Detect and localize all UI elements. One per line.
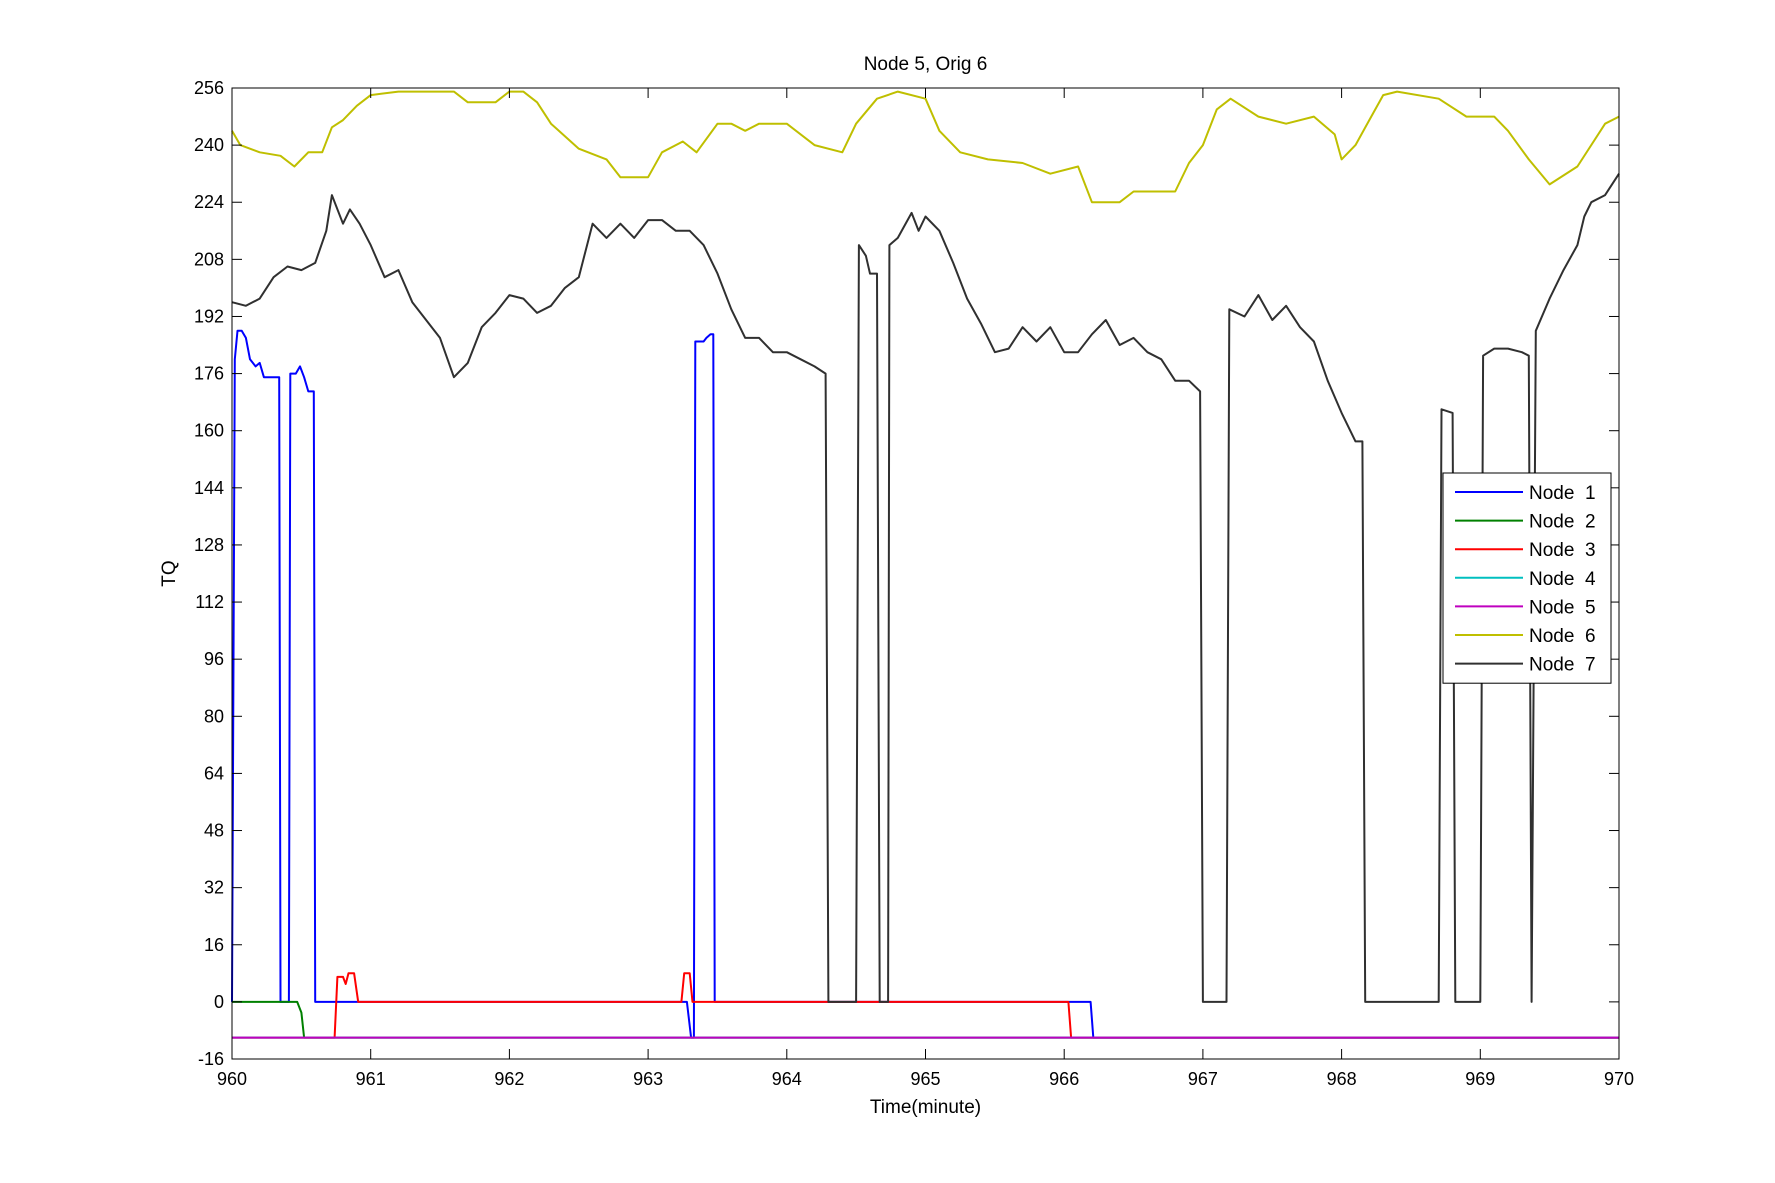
y-tick-label: 128 [194, 535, 224, 555]
x-tick-label: 969 [1465, 1069, 1495, 1089]
x-axis-label: Time(minute) [870, 1097, 981, 1118]
y-tick-label: 0 [214, 992, 224, 1012]
legend-label: Node 6 [1529, 626, 1596, 647]
y-tick-label: 112 [195, 592, 224, 612]
series-line-node-1 [231, 329, 1619, 1039]
x-tick-label: 962 [494, 1069, 524, 1089]
x-tick-label: 965 [910, 1069, 940, 1089]
y-tick-label: 224 [194, 192, 224, 212]
chart-title: Node 5, Orig 6 [864, 54, 988, 75]
y-tick-label: 80 [204, 706, 224, 726]
y-tick-label: 208 [194, 249, 224, 269]
series-line-node-6 [231, 90, 1620, 204]
x-tick-label: 963 [633, 1069, 663, 1089]
legend-label: Node 4 [1529, 569, 1596, 590]
legend-label: Node 3 [1529, 540, 1596, 561]
legend-label: Node 1 [1529, 483, 1596, 504]
plot-lines [231, 90, 1620, 1039]
x-tick-label: 970 [1604, 1069, 1634, 1089]
legend-label: Node 7 [1529, 655, 1596, 676]
x-tick-label: 966 [1049, 1069, 1079, 1089]
y-tick-label: 144 [194, 478, 224, 498]
x-tick-label: 961 [356, 1069, 386, 1089]
x-tick-label: 968 [1327, 1069, 1357, 1089]
y-tick-label: 192 [194, 306, 224, 326]
series-line-node-7 [231, 173, 1620, 1003]
x-tick-label: 967 [1188, 1069, 1218, 1089]
y-tick-label: 160 [194, 421, 224, 441]
y-tick-label: 96 [204, 649, 224, 669]
y-tick-label: 256 [194, 78, 224, 98]
y-tick-label: 16 [204, 935, 224, 955]
y-tick-label: 32 [204, 878, 224, 898]
y-tick-label: 176 [194, 364, 224, 384]
x-tick-label: 964 [772, 1069, 802, 1089]
x-axis-ticks: 960 961 962 963 964 965 966 967 968 969 970 [217, 88, 1634, 1089]
y-axis-label: TQ [159, 560, 180, 586]
y-tick-label: 240 [194, 135, 224, 155]
x-tick-label: 960 [217, 1069, 247, 1089]
y-axis-ticks: -16 0 16 32 48 64 80 96 112 128 144 160 176 192 208 224… [194, 78, 1619, 1069]
legend: Node 1 Node 2 Node 3 Node 4 Node 5 Node 6 Node… [1442, 472, 1612, 684]
legend-label: Node 2 [1529, 512, 1596, 533]
y-tick-label: 64 [204, 763, 224, 783]
y-tick-label: -16 [198, 1049, 224, 1069]
legend-label: Node 5 [1529, 597, 1596, 618]
y-tick-label: 48 [204, 821, 224, 841]
series-line-node-3 [232, 972, 1619, 1039]
